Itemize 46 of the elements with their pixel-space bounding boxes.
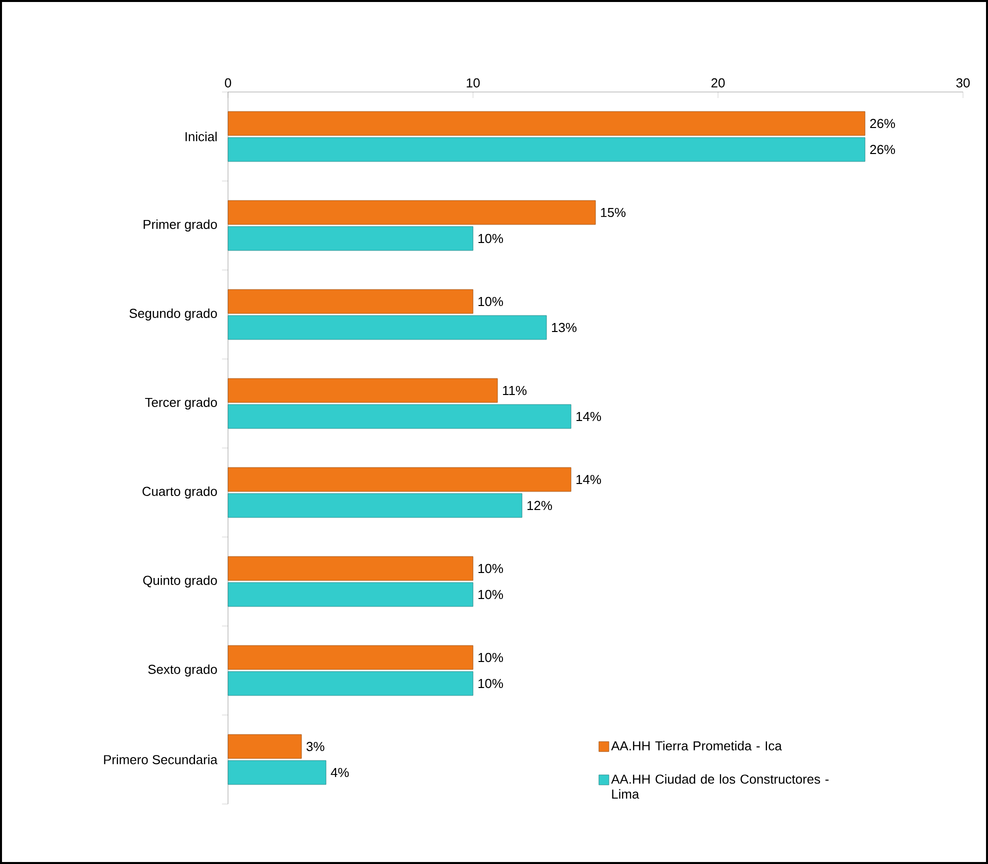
- data-label: 10%: [478, 564, 503, 574]
- x-tick-label: 10: [466, 78, 480, 88]
- bar: [228, 315, 547, 340]
- y-tick-label: Segundo grado: [130, 308, 217, 321]
- data-label: 14%: [576, 412, 601, 422]
- y-tick-label: Primer grado: [144, 219, 217, 232]
- data-label: 13%: [552, 322, 576, 332]
- data-label: 26%: [870, 118, 895, 128]
- y-tick-label: Sexto grado: [148, 664, 217, 677]
- bar: [228, 137, 866, 162]
- data-label: 3%: [306, 742, 324, 752]
- y-tick-label: Quinto grado: [143, 575, 217, 588]
- x-tick-label: 30: [956, 78, 970, 88]
- bar: [228, 582, 474, 607]
- x-tick-label: 20: [711, 78, 725, 88]
- legend-label: AA.HH Tierra Prometida - Ica: [611, 740, 782, 750]
- data-label: 12%: [528, 500, 552, 510]
- bar: [228, 556, 474, 581]
- bar: [228, 760, 326, 785]
- data-label: 15%: [601, 208, 626, 218]
- legend-label: AA.HH Ciudad de los Constructores - Lima: [611, 774, 829, 799]
- bar: [228, 226, 474, 251]
- y-tick-label: Cuarto grado: [142, 486, 217, 499]
- data-label: 4%: [330, 768, 349, 778]
- bar: [228, 404, 572, 429]
- bar: [228, 493, 522, 518]
- y-tick-label: Inicial: [186, 132, 217, 142]
- data-label: 11%: [503, 386, 527, 396]
- bar: [228, 378, 498, 403]
- bar: [228, 734, 302, 759]
- data-label: 14%: [576, 474, 601, 484]
- bar: [228, 111, 866, 136]
- bar: [228, 289, 474, 314]
- bar: [228, 200, 596, 225]
- data-label: 10%: [478, 590, 503, 600]
- bar: [228, 645, 474, 670]
- data-label: 26%: [870, 144, 895, 154]
- y-tick-label: Tercer grado: [145, 397, 217, 410]
- data-label: 10%: [478, 296, 503, 306]
- data-label: 10%: [478, 234, 503, 244]
- y-tick-label: Primero Secundaria: [104, 754, 218, 764]
- data-label: 10%: [478, 652, 503, 662]
- bar: [228, 467, 572, 492]
- bar: [228, 671, 474, 696]
- x-tick-label: 0: [224, 78, 232, 88]
- data-label: 10%: [478, 678, 503, 688]
